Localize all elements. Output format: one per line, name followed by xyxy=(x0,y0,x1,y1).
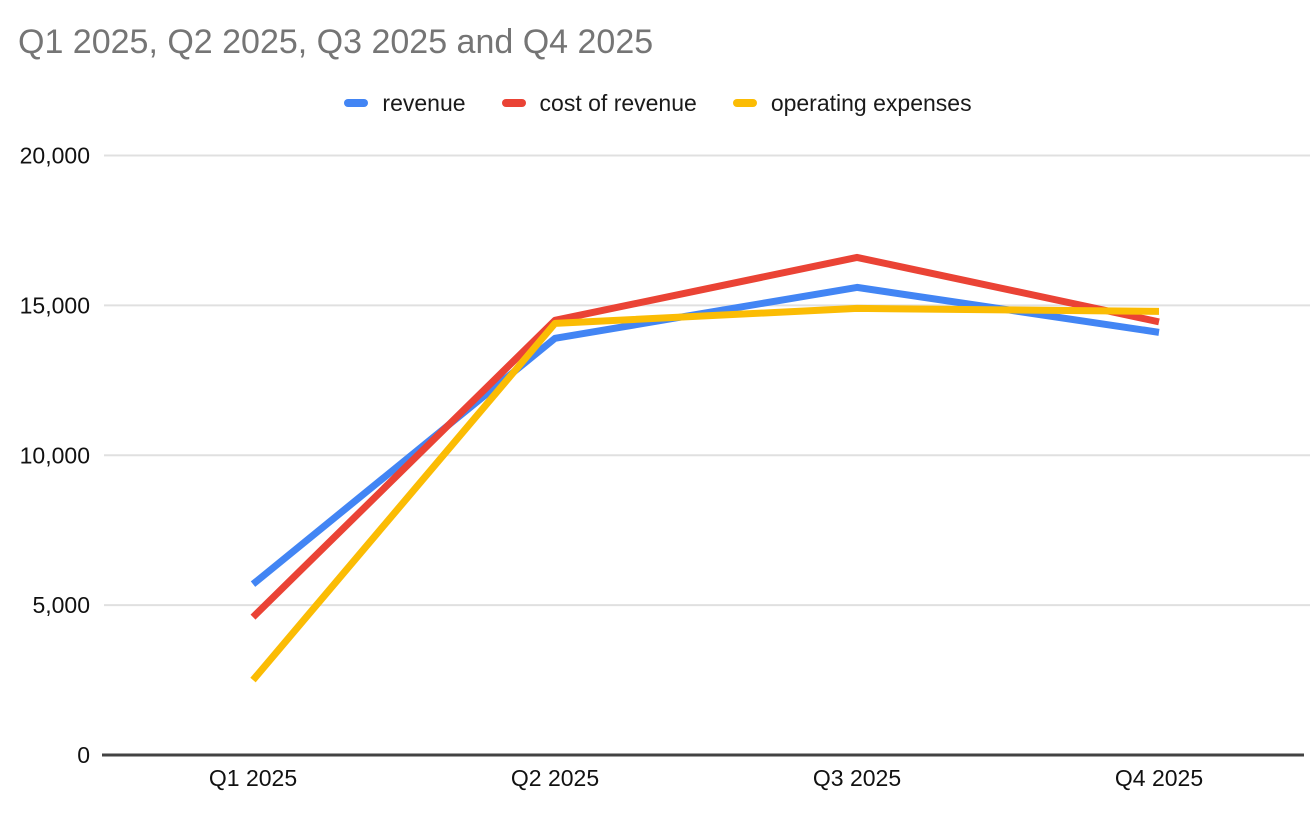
y-axis-tick-label: 5,000 xyxy=(32,592,90,618)
y-axis-tick-label: 15,000 xyxy=(20,292,90,318)
legend-swatch-icon xyxy=(344,99,369,107)
legend-item-revenue[interactable]: revenue xyxy=(344,89,466,117)
legend-item-operating-expenses[interactable]: operating expenses xyxy=(732,89,972,117)
legend-swatch-icon xyxy=(732,99,757,107)
x-axis-tick-label: Q2 2025 xyxy=(511,765,599,791)
series-line-operating-expenses[interactable] xyxy=(250,304,1160,683)
chart-title: Q1 2025, Q2 2025, Q3 2025 and Q4 2025 xyxy=(18,23,654,61)
legend-item-cost-of-revenue[interactable]: cost of revenue xyxy=(501,89,697,117)
series-line-revenue[interactable] xyxy=(250,283,1160,587)
y-axis-tick-label: 0 xyxy=(77,742,90,768)
y-axis-tick-label: 20,000 xyxy=(20,143,90,169)
x-axis-tick-label: Q4 2025 xyxy=(1115,765,1203,791)
series-line-cost-of-revenue[interactable] xyxy=(250,253,1160,620)
legend-item-label: cost of revenue xyxy=(539,89,697,116)
x-axis-tick-label: Q1 2025 xyxy=(209,765,297,791)
legend-swatch-icon xyxy=(501,99,526,107)
legend-item-label: revenue xyxy=(382,89,466,116)
chart-legend: revenue cost of revenue operating expenses xyxy=(0,88,1316,118)
x-axis-tick-label: Q3 2025 xyxy=(813,765,901,791)
y-axis-tick-label: 10,000 xyxy=(20,442,90,468)
legend-item-label: operating expenses xyxy=(770,89,972,116)
